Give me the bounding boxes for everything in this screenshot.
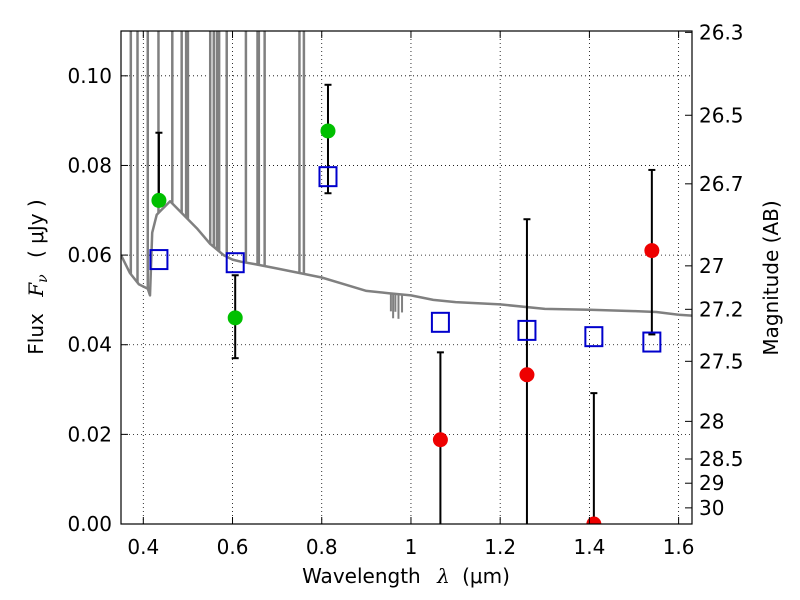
y2-tick-label: 26.3 — [699, 20, 744, 44]
y2-tick-label: 28.5 — [699, 447, 744, 471]
upper-limit-point — [432, 432, 448, 448]
x-axis-title: Wavelength λ (μm) — [302, 564, 510, 588]
y-axis-ticks: 0.00 0.02 0.04 0.06 0.08 0.10 — [67, 64, 128, 536]
x-axis-ticks: 0.4 0.6 0.8 1 1.2 1.4 1.6 — [127, 31, 695, 559]
model-square-marker — [517, 319, 537, 341]
y2-tick-label: 26.7 — [699, 172, 744, 196]
detection-point — [227, 310, 243, 326]
model-square-marker — [318, 166, 338, 188]
x-tick-label: 0.8 — [306, 535, 338, 559]
upper-limit-point — [519, 367, 535, 383]
model-spectrum — [121, 31, 692, 319]
y2-tick-label: 27.2 — [699, 297, 744, 321]
data-markers — [149, 123, 662, 524]
y-tick-label: 0.06 — [67, 243, 112, 267]
y-tick-label: 0.10 — [67, 64, 112, 88]
model-square-marker — [642, 331, 662, 353]
model-square-marker — [149, 249, 169, 271]
x-tick-label: 1.6 — [663, 535, 695, 559]
plot-frame — [120, 30, 693, 525]
upper-limit-point — [586, 516, 602, 524]
model-square-marker — [225, 252, 245, 274]
spectrum-continuum — [121, 200, 692, 317]
y-tick-label: 0.04 — [67, 333, 112, 357]
x-tick-label: 0.4 — [127, 535, 159, 559]
detection-point — [320, 123, 336, 139]
y2-tick-label: 27.5 — [699, 349, 744, 373]
y-tick-label: 0.02 — [67, 422, 112, 446]
model-square-marker — [584, 326, 604, 348]
y-axis-title: Flux Fν ( μJy ) — [24, 199, 52, 354]
x-tick-label: 1 — [405, 535, 418, 559]
y2-tick-label: 27 — [699, 254, 724, 278]
y2-tick-label: 29 — [699, 471, 724, 495]
model-square-marker — [430, 311, 450, 333]
x-tick-label: 1.2 — [484, 535, 516, 559]
y2-tick-label: 26.5 — [699, 103, 744, 127]
y2-tick-label: 28 — [699, 409, 724, 433]
y-tick-label: 0.00 — [67, 512, 112, 536]
detection-point — [151, 192, 167, 208]
y-tick-label: 0.08 — [67, 153, 112, 177]
plot-background — [121, 31, 692, 524]
y2-tick-label: 30 — [699, 496, 724, 520]
x-tick-label: 0.6 — [217, 535, 249, 559]
x-tick-label: 1.4 — [573, 535, 605, 559]
y2-axis-title: Magnitude (AB) — [759, 200, 783, 355]
upper-limit-point — [644, 243, 660, 259]
